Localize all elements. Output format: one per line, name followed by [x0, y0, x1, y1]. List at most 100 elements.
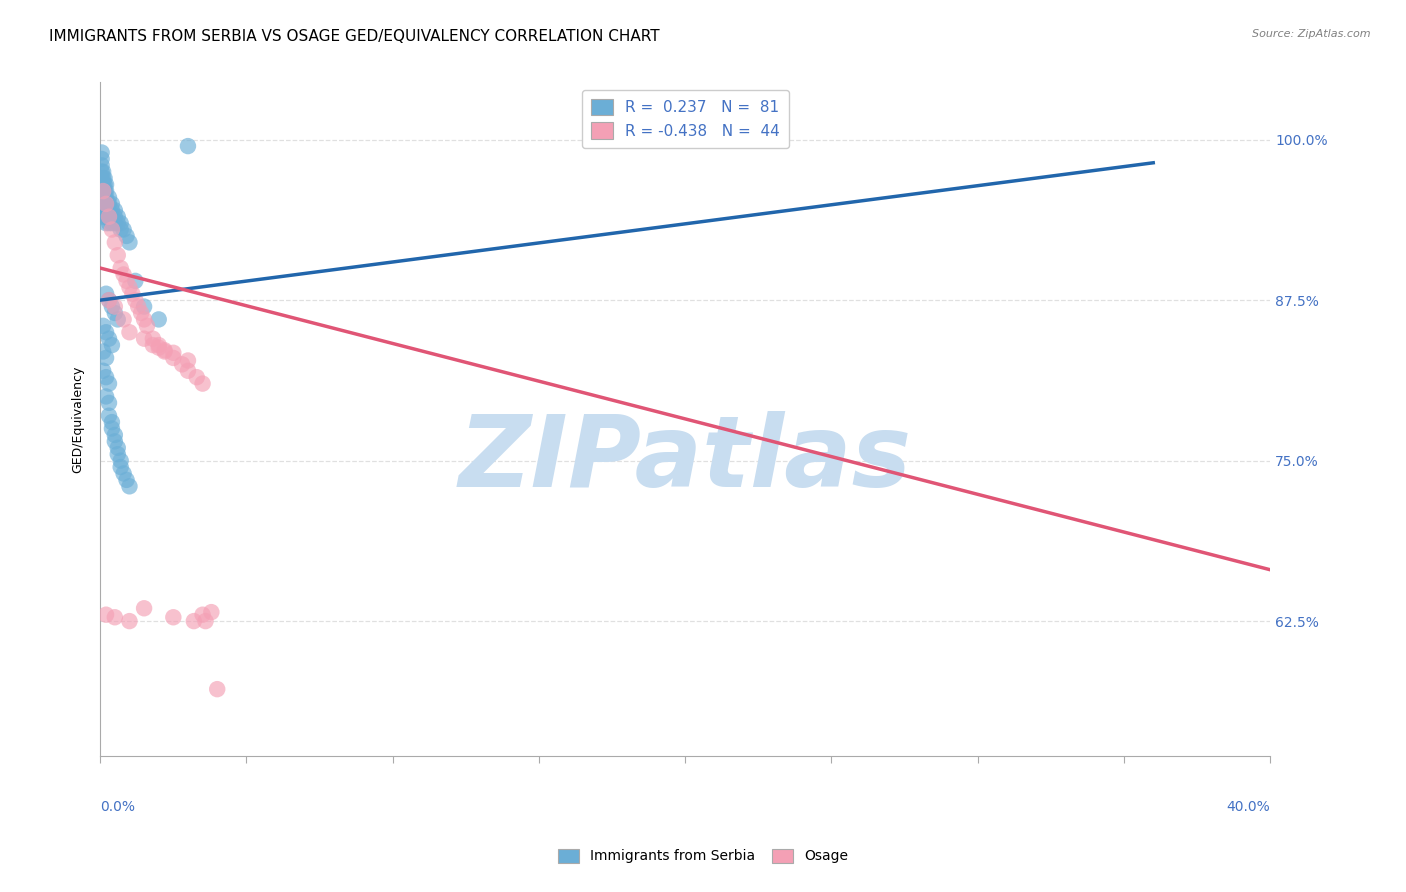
Point	[94, 325, 117, 339]
Point	[112, 222, 135, 236]
Point	[98, 210, 121, 224]
Point	[94, 197, 117, 211]
Point	[98, 203, 121, 218]
Y-axis label: GED/Equivalency: GED/Equivalency	[72, 365, 84, 473]
Point	[118, 614, 141, 628]
Point	[124, 293, 146, 307]
Point	[93, 171, 115, 186]
Point	[91, 178, 114, 192]
Point	[107, 447, 129, 461]
Point	[110, 261, 132, 276]
Point	[93, 178, 115, 192]
Point	[101, 421, 124, 435]
Legend: Immigrants from Serbia, Osage: Immigrants from Serbia, Osage	[553, 843, 853, 869]
Point	[112, 268, 135, 282]
Point	[104, 235, 127, 250]
Point	[104, 434, 127, 449]
Point	[129, 306, 152, 320]
Point	[93, 184, 115, 198]
Point	[91, 203, 114, 218]
Text: 0.0%: 0.0%	[100, 800, 135, 814]
Point	[98, 332, 121, 346]
Point	[104, 210, 127, 224]
Point	[132, 601, 155, 615]
Point	[101, 197, 124, 211]
Point	[94, 351, 117, 365]
Point	[200, 605, 222, 619]
Point	[191, 607, 214, 622]
Point	[90, 145, 112, 160]
Point	[101, 415, 124, 429]
Point	[162, 346, 184, 360]
Point	[98, 216, 121, 230]
Point	[107, 312, 129, 326]
Point	[94, 370, 117, 384]
Point	[104, 428, 127, 442]
Point	[98, 396, 121, 410]
Point	[98, 293, 121, 307]
Point	[98, 197, 121, 211]
Point	[162, 351, 184, 365]
Text: ZIPatlas: ZIPatlas	[458, 411, 911, 508]
Point	[93, 197, 115, 211]
Point	[104, 300, 127, 314]
Point	[118, 280, 141, 294]
Point	[91, 165, 114, 179]
Point	[90, 165, 112, 179]
Point	[91, 184, 114, 198]
Point	[191, 376, 214, 391]
Point	[132, 312, 155, 326]
Point	[94, 184, 117, 198]
Point	[91, 190, 114, 204]
Point	[94, 190, 117, 204]
Point	[91, 184, 114, 198]
Text: Source: ZipAtlas.com: Source: ZipAtlas.com	[1253, 29, 1371, 38]
Point	[115, 229, 138, 244]
Point	[91, 364, 114, 378]
Legend: R =  0.237   N =  81, R = -0.438   N =  44: R = 0.237 N = 81, R = -0.438 N = 44	[582, 89, 789, 148]
Point	[93, 203, 115, 218]
Point	[94, 286, 117, 301]
Point	[110, 222, 132, 236]
Point	[101, 216, 124, 230]
Point	[93, 190, 115, 204]
Point	[186, 370, 208, 384]
Point	[205, 682, 228, 697]
Text: 40.0%: 40.0%	[1226, 800, 1270, 814]
Point	[110, 453, 132, 467]
Point	[104, 216, 127, 230]
Point	[101, 222, 124, 236]
Point	[94, 389, 117, 403]
Point	[91, 171, 114, 186]
Point	[101, 338, 124, 352]
Point	[110, 460, 132, 475]
Point	[177, 139, 200, 153]
Point	[124, 274, 146, 288]
Point	[132, 300, 155, 314]
Point	[98, 376, 121, 391]
Point	[162, 610, 184, 624]
Point	[90, 178, 112, 192]
Point	[115, 473, 138, 487]
Point	[107, 210, 129, 224]
Point	[107, 216, 129, 230]
Point	[90, 184, 112, 198]
Point	[142, 332, 165, 346]
Point	[136, 318, 159, 333]
Point	[94, 607, 117, 622]
Point	[104, 306, 127, 320]
Point	[153, 344, 176, 359]
Point	[98, 210, 121, 224]
Point	[94, 197, 117, 211]
Point	[148, 338, 170, 352]
Point	[112, 467, 135, 481]
Point	[90, 190, 112, 204]
Point	[183, 614, 205, 628]
Point	[118, 479, 141, 493]
Point	[90, 152, 112, 166]
Point	[101, 203, 124, 218]
Point	[94, 210, 117, 224]
Point	[110, 216, 132, 230]
Point	[121, 286, 143, 301]
Point	[104, 610, 127, 624]
